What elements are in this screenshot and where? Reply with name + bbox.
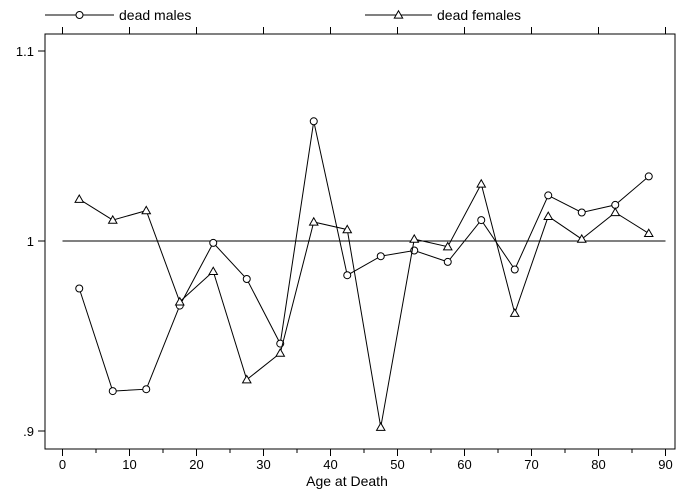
data-point-triangle (74, 193, 85, 203)
data-point-triangle (241, 374, 252, 384)
data-point-circle (510, 265, 519, 274)
y-tick-label: .9 (23, 424, 34, 439)
data-point-triangle (442, 241, 453, 251)
x-tick-label: 40 (323, 457, 337, 472)
series-dead-females (74, 178, 654, 431)
x-tick-label: 50 (390, 457, 404, 472)
data-point-circle (644, 172, 653, 181)
data-point-circle (309, 117, 318, 126)
x-tick-label: 60 (457, 457, 471, 472)
data-point-triangle (543, 211, 554, 220)
data-point-triangle (208, 266, 219, 276)
y-tick-label: 1 (27, 234, 34, 249)
x-tick-label: 70 (524, 457, 538, 472)
legend-triangle-marker (393, 9, 404, 19)
legend: dead males dead females (45, 7, 521, 23)
data-point-triangle (342, 224, 353, 234)
data-point-circle (209, 238, 218, 247)
data-point-triangle (576, 233, 587, 243)
data-point-triangle (610, 207, 621, 217)
data-point-triangle (509, 307, 520, 317)
x-tick-label: 90 (658, 457, 672, 472)
series-line (78, 182, 650, 428)
data-point-circle (477, 216, 486, 225)
x-axis-title: Age at Death (306, 473, 388, 489)
data-point-circle (108, 387, 117, 396)
data-point-circle (544, 191, 553, 200)
x-tick-label: 10 (122, 457, 136, 472)
data-point-circle (376, 252, 385, 261)
data-point-circle (75, 284, 84, 293)
legend-label: dead males (119, 7, 191, 23)
data-point-triangle (308, 216, 319, 226)
axes-layer: 0 10 20 30 40 50 60 70 80 90 .9 1 1.1 (16, 27, 673, 472)
x-tick-label: 20 (189, 457, 203, 472)
data-point-triangle (643, 228, 654, 238)
data-point-triangle (476, 178, 487, 188)
x-tick-label: 0 (59, 457, 66, 472)
data-point-circle (343, 271, 352, 280)
data-point-circle (242, 275, 251, 283)
legend-label: dead females (437, 7, 521, 23)
data-point-triangle (141, 205, 152, 215)
data-point-circle (142, 385, 151, 394)
x-tick-label: 30 (256, 457, 270, 472)
series-dead-males (75, 117, 653, 396)
series-layer (74, 117, 654, 431)
data-point-triangle (275, 347, 286, 357)
series-line (78, 121, 650, 392)
data-point-triangle (375, 421, 386, 431)
data-point-triangle (409, 233, 420, 243)
data-point-triangle (174, 296, 185, 306)
legend-circle-marker (75, 11, 84, 19)
y-tick-label: 1.1 (16, 44, 34, 59)
data-point-circle (577, 208, 586, 217)
data-point-circle (443, 257, 452, 266)
data-point-triangle (107, 214, 118, 224)
x-tick-label: 80 (591, 457, 605, 472)
